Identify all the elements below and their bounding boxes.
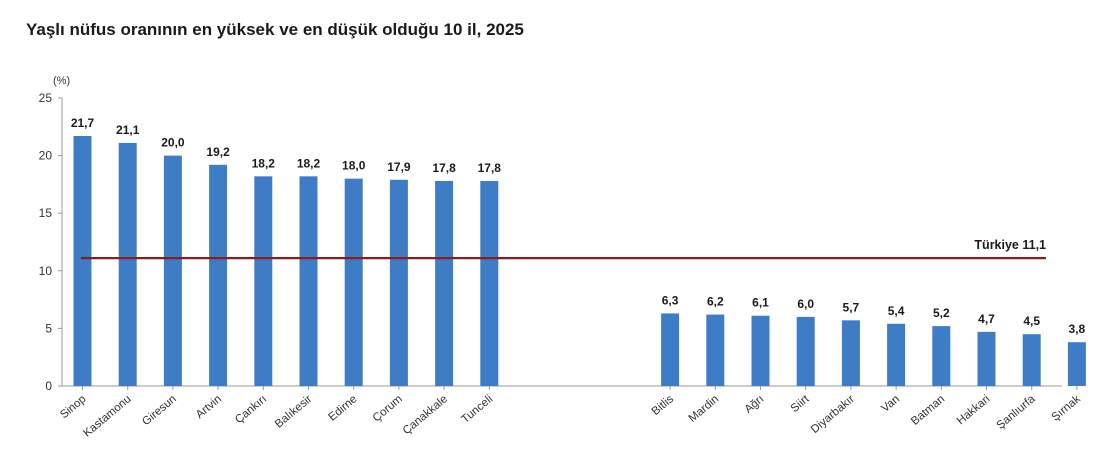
x-tick-label: Çanakkale <box>401 393 450 437</box>
bar <box>796 316 815 386</box>
data-label: 6,0 <box>797 297 814 311</box>
x-tick-label: Giresun <box>140 393 179 428</box>
x-tick-label: Kastamonu <box>81 393 133 440</box>
y-tick-label: 0 <box>45 379 52 393</box>
data-label: 5,4 <box>888 304 905 318</box>
y-tick-label: 15 <box>39 206 53 220</box>
x-tick-label: Çankırı <box>233 393 269 426</box>
bar <box>480 180 499 386</box>
bar <box>163 155 182 386</box>
y-tick-label: 20 <box>39 149 53 163</box>
data-label: 17,8 <box>432 161 456 175</box>
bar <box>751 315 770 386</box>
data-label: 18,2 <box>297 156 321 170</box>
x-tick-label: Mardin <box>687 393 722 425</box>
y-tick-label: 10 <box>39 264 53 278</box>
data-label: 17,9 <box>387 160 411 174</box>
reference-line-label: Türkiye 11,1 <box>974 238 1046 252</box>
bar <box>1022 334 1041 386</box>
x-tick-label: Sinop <box>58 393 88 421</box>
x-tick-label: Tunceli <box>459 393 495 426</box>
bar <box>1067 342 1086 386</box>
data-label: 19,2 <box>206 145 230 159</box>
data-label: 18,0 <box>342 159 366 173</box>
data-label: 21,7 <box>71 116 95 130</box>
x-tick-label: Şanlıurfa <box>995 393 1038 432</box>
chart-title: Yaşlı nüfus oranının en yüksek ve en düş… <box>26 20 524 39</box>
bar <box>435 180 454 386</box>
bar <box>887 323 906 386</box>
x-tick-label: Edirne <box>326 393 359 424</box>
data-label: 6,1 <box>752 296 769 310</box>
x-tick-label: Van <box>879 393 902 415</box>
bar <box>661 313 680 386</box>
x-tick-label: Bitlis <box>650 393 677 418</box>
x-tick-label: Çorum <box>371 393 405 424</box>
data-label: 17,8 <box>478 161 502 175</box>
bar <box>389 179 408 386</box>
data-label: 5,2 <box>933 306 950 320</box>
y-tick-label: 5 <box>45 321 52 335</box>
bar <box>706 314 725 386</box>
y-axis-unit: (%) <box>53 75 70 87</box>
x-tick-label: Siirt <box>789 393 813 415</box>
data-label: 3,8 <box>1069 322 1086 336</box>
data-label: 6,3 <box>662 293 679 307</box>
bar <box>209 164 228 386</box>
data-label: 5,7 <box>843 300 860 314</box>
x-tick-label: Ağrı <box>743 393 767 416</box>
bar <box>841 320 860 386</box>
bar <box>977 331 996 386</box>
y-tick-label: 25 <box>39 91 53 105</box>
x-tick-label: Artvin <box>194 393 224 421</box>
bar <box>254 176 273 386</box>
data-label: 18,2 <box>252 156 276 170</box>
bar <box>73 136 92 386</box>
bar <box>932 326 951 386</box>
data-label: 4,5 <box>1023 314 1040 328</box>
x-tick-label: Diyarbakır <box>809 393 857 436</box>
data-label: 6,2 <box>707 295 724 309</box>
x-tick-label: Balıkesir <box>273 393 315 431</box>
data-label: 21,1 <box>116 123 140 137</box>
x-tick-label: Şırnak <box>1050 393 1083 424</box>
x-tick-label: Batman <box>909 393 947 428</box>
bar <box>299 176 318 386</box>
data-label: 20,0 <box>161 136 185 150</box>
bar <box>118 142 137 386</box>
bar <box>344 178 363 386</box>
data-label: 4,7 <box>978 312 995 326</box>
x-tick-label: Hakkari <box>955 393 993 427</box>
